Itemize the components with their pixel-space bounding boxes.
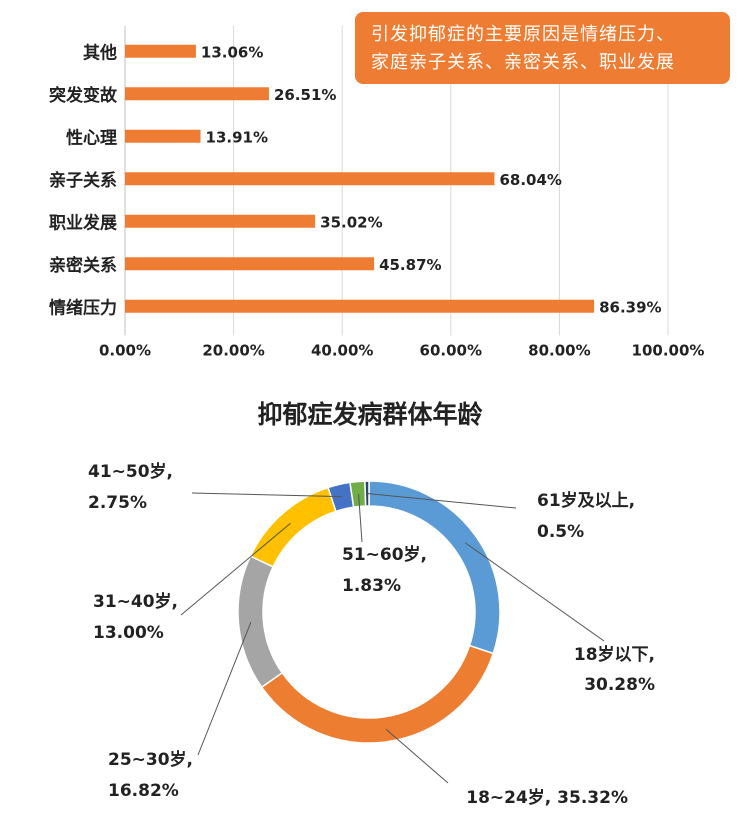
category-label: 亲子关系: [49, 170, 117, 191]
leader-line: [464, 542, 605, 642]
x-tick-label: 40.00%: [311, 342, 373, 360]
slice-label-name: 31~40岁,: [93, 591, 178, 612]
donut-slice: [364, 480, 370, 507]
slice-label-value: 16.82%: [108, 781, 179, 801]
slice-label: 18~24岁, 35.32%: [466, 787, 628, 808]
slice-label-value: 13.00%: [93, 623, 164, 643]
slice-label-value: 30.28%: [584, 675, 655, 695]
slice-label-name: 61岁及以上,: [537, 490, 635, 511]
bar-value-label: 26.51%: [274, 86, 336, 104]
category-label: 情绪压力: [49, 297, 117, 318]
leader-line: [385, 728, 449, 784]
bar-value-label: 45.87%: [379, 256, 441, 274]
x-tick-label: 0.00%: [99, 342, 151, 360]
age-donut-chart: 18岁以下, 30.28% 18~24岁, 35.32% 25~30岁, 16.82% 3…: [88, 461, 655, 808]
category-label: 亲密关系: [49, 255, 117, 276]
category-label: 其他: [83, 42, 117, 63]
x-tick-label: 80.00%: [528, 342, 590, 360]
bar: [125, 299, 595, 313]
bar: [125, 214, 316, 228]
leader-line: [180, 522, 291, 616]
bar-value-label: 68.04%: [499, 171, 561, 189]
donut-slice: [368, 480, 501, 655]
bar: [125, 257, 375, 271]
x-tick-label: 20.00%: [202, 342, 264, 360]
slice-label-value: 0.5%: [537, 522, 584, 542]
donut-slice: [249, 486, 337, 568]
leader-line: [358, 493, 363, 543]
leader-line: [197, 621, 252, 756]
bar: [125, 129, 201, 143]
bar-value-label: 35.02%: [320, 213, 382, 231]
callout-line-2: 家庭亲子关系、亲密关系、职业发展: [371, 52, 675, 73]
donut-slice: [349, 480, 367, 508]
category-label: 职业发展: [49, 212, 117, 233]
bar-value-label: 13.06%: [201, 43, 263, 61]
x-tick-label: 60.00%: [420, 342, 482, 360]
bar: [125, 172, 495, 186]
leader-line: [367, 493, 517, 509]
key-causes-callout: 引发抑郁症的主要原因是情绪压力、 家庭亲子关系、亲密关系、职业发展: [355, 12, 730, 84]
slice-label-name: 51~60岁,: [342, 544, 427, 565]
bar-value-label: 86.39%: [599, 298, 661, 316]
bar: [125, 87, 269, 101]
category-label: 突发变故: [49, 85, 118, 106]
donut-chart-title: 抑郁症发病群体年龄: [257, 400, 483, 429]
callout-line-1: 引发抑郁症的主要原因是情绪压力、: [371, 24, 675, 45]
slice-label-name: 41~50岁,: [88, 461, 173, 482]
bar: [125, 44, 196, 58]
x-tick-label: 100.00%: [632, 342, 705, 360]
slice-label-value: 2.75%: [88, 493, 147, 513]
donut-slice: [260, 644, 495, 744]
slice-label-value: 1.83%: [342, 576, 401, 596]
leader-line: [191, 492, 342, 498]
donut-slice: [237, 555, 284, 689]
category-label: 性心理: [66, 127, 117, 148]
bar-value-label: 13.91%: [206, 128, 268, 146]
slice-label-name: 25~30岁,: [108, 749, 193, 770]
slice-label-name: 18岁以下,: [574, 644, 655, 665]
